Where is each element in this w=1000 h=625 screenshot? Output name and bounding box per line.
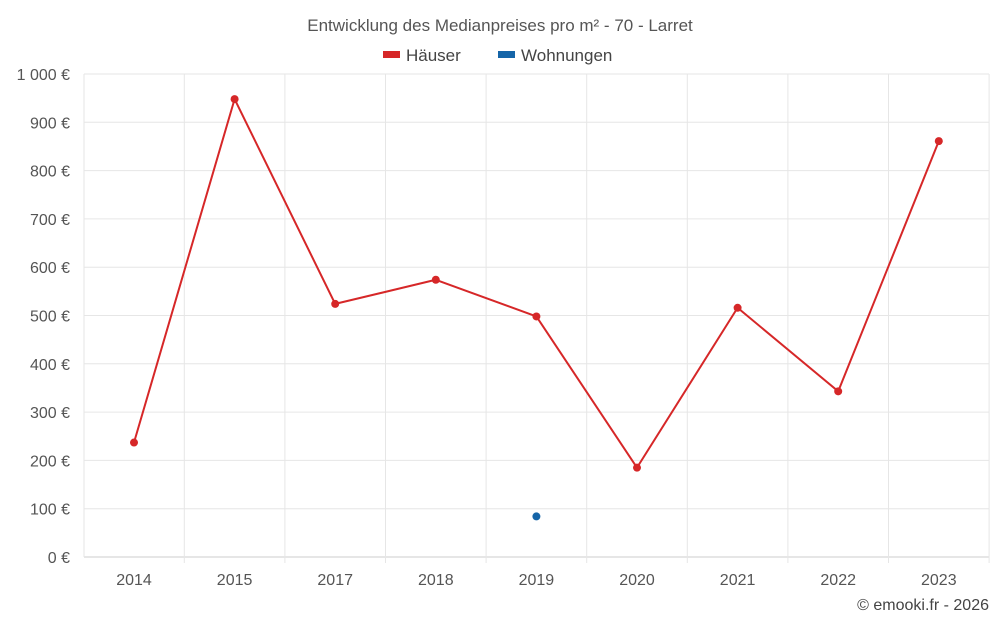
- y-tick-label: 100 €: [30, 502, 70, 519]
- x-tick-label: 2015: [217, 572, 253, 589]
- data-point[interactable]: [130, 438, 138, 447]
- data-point[interactable]: [633, 463, 641, 472]
- legend[interactable]: Häuser Wohnungen: [383, 46, 612, 65]
- x-tick-label: 2014: [116, 572, 152, 589]
- data-point[interactable]: [230, 95, 239, 104]
- data-point[interactable]: [532, 312, 541, 321]
- y-tick-label: 300 €: [30, 405, 70, 422]
- x-tick-label: 2023: [921, 572, 957, 589]
- legend-label: Häuser: [406, 46, 461, 65]
- legend-item[interactable]: Häuser: [383, 46, 461, 65]
- series-haeuser: [130, 95, 943, 472]
- x-tick-label: 2017: [317, 572, 353, 589]
- legend-label: Wohnungen: [521, 46, 612, 65]
- x-tick-label: 2018: [418, 572, 454, 589]
- data-point[interactable]: [431, 275, 440, 284]
- legend-swatch: [383, 51, 400, 58]
- data-point[interactable]: [834, 387, 843, 396]
- data-point[interactable]: [331, 299, 340, 308]
- x-tick-label: 2022: [820, 572, 856, 589]
- y-tick-label: 700 €: [30, 212, 70, 229]
- series-wohnungen: [532, 512, 541, 521]
- x-tick-label: 2019: [519, 572, 555, 589]
- y-tick-label: 0 €: [48, 550, 70, 567]
- y-tick-label: 600 €: [30, 260, 70, 277]
- y-tick-label: 1 000 €: [17, 67, 70, 84]
- y-tick-label: 400 €: [30, 357, 70, 374]
- axes: 0 € 100 € 200 € 300 € 400 € 500 € 600 € 700 € 80…: [17, 67, 957, 589]
- y-tick-label: 800 €: [30, 164, 70, 181]
- data-point[interactable]: [532, 512, 541, 521]
- y-tick-label: 900 €: [30, 115, 70, 132]
- series: [130, 95, 943, 521]
- y-tick-label: 200 €: [30, 453, 70, 470]
- x-tick-label: 2021: [720, 572, 756, 589]
- legend-item[interactable]: Wohnungen: [498, 46, 612, 65]
- copyright-text: © emooki.fr - 2026: [857, 597, 989, 614]
- x-tick-label: 2020: [619, 572, 655, 589]
- data-point[interactable]: [733, 303, 742, 312]
- chart-title: Entwicklung des Medianpreises pro m² - 7…: [307, 16, 693, 35]
- legend-swatch: [498, 51, 515, 58]
- y-tick-label: 500 €: [30, 309, 70, 326]
- data-point[interactable]: [934, 137, 943, 146]
